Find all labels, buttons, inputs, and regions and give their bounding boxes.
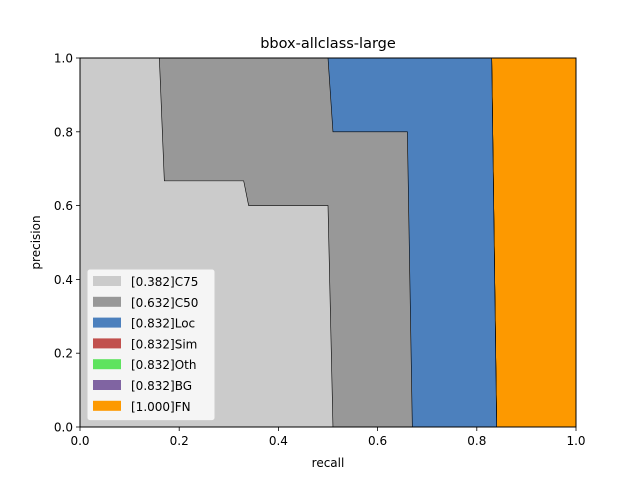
y-tick-label: 0.0	[54, 421, 73, 435]
y-axis-label: precision	[29, 215, 43, 269]
legend-label-bg: [0.832]BG	[131, 379, 192, 393]
legend-label-fn: [1.000]FN	[131, 400, 191, 414]
y-tick-label: 0.4	[54, 273, 73, 287]
x-axis-ticks: 0.0 0.2 0.4 0.6 0.8 1.0	[70, 427, 586, 448]
legend-swatch-sim	[93, 338, 121, 349]
legend-label-loc: [0.832]Loc	[131, 317, 195, 331]
legend-label-c75: [0.382]C75	[131, 275, 198, 289]
legend-swatch-loc	[93, 317, 121, 328]
legend-swatch-c75	[93, 276, 121, 286]
legend-swatch-bg	[93, 380, 121, 390]
x-axis-label: recall	[312, 456, 345, 470]
x-tick-label: 0.6	[368, 434, 387, 448]
x-tick-label: 0.2	[170, 434, 189, 448]
plot-frame	[79, 57, 577, 428]
x-tick-label: 0.8	[467, 434, 486, 448]
legend-swatch-fn	[93, 400, 121, 411]
y-tick-label: 0.6	[54, 199, 73, 213]
legend-label-oth: [0.832]Oth	[131, 358, 196, 372]
x-tick-label: 1.0	[566, 434, 585, 448]
legend-swatch-oth	[93, 359, 121, 370]
y-axis-ticks: 0.0 0.2 0.4 0.6 0.8 1.0	[54, 52, 80, 435]
legend: [0.382]C75 [0.632]C50 [0.832]Loc [0.832]Sim…	[86, 268, 216, 422]
y-tick-label: 1.0	[54, 52, 73, 66]
legend-swatch-c50	[93, 296, 121, 307]
legend-label-sim: [0.832]Sim	[131, 337, 197, 351]
legend-label-c50: [0.632]C50	[131, 296, 198, 310]
x-tick-label: 0.4	[269, 434, 288, 448]
y-tick-label: 0.8	[54, 125, 73, 139]
y-tick-label: 0.2	[54, 347, 73, 361]
x-tick-label: 0.0	[70, 434, 89, 448]
chart-title: bbox-allclass-large	[260, 36, 396, 52]
